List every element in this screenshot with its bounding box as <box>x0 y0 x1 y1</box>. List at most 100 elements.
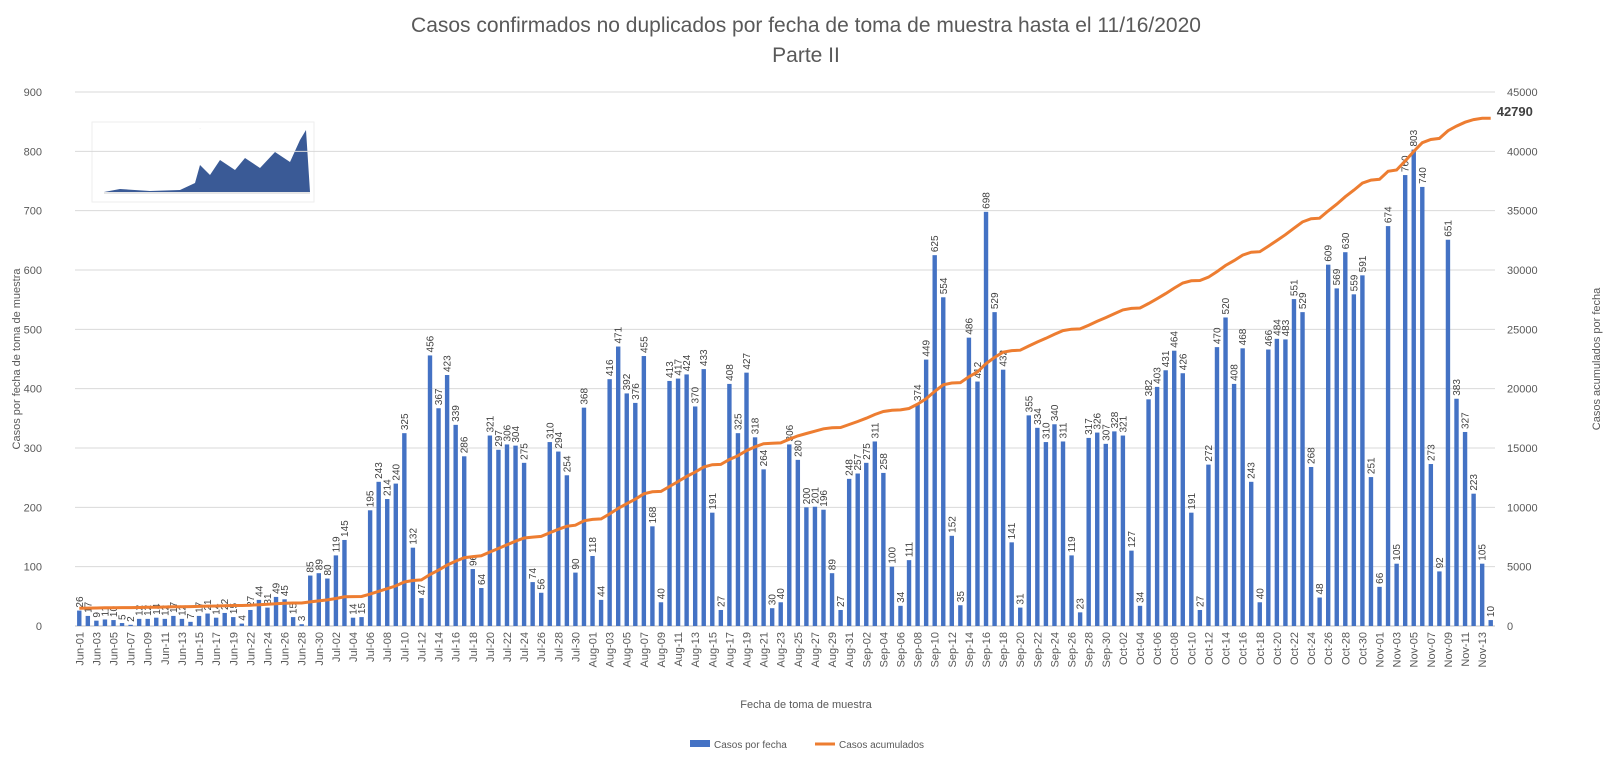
x-tick-label: Aug-15 <box>707 632 719 667</box>
y-tick-label: 500 <box>24 324 42 336</box>
y2-tick-label: 25000 <box>1507 324 1538 336</box>
data-label: 321 <box>485 415 496 432</box>
bar <box>1035 427 1040 626</box>
bar <box>444 375 450 626</box>
bar <box>162 618 168 626</box>
bar <box>1129 550 1134 626</box>
bar <box>684 374 689 626</box>
x-tick-label: Nov-07 <box>1426 632 1438 667</box>
data-label: 272 <box>1204 444 1215 461</box>
data-label: 760 <box>1401 155 1412 172</box>
data-label: 10 <box>109 606 120 618</box>
x-tick-label: Jun-22 <box>245 632 257 666</box>
data-label: 27 <box>836 595 847 607</box>
bar <box>667 380 672 626</box>
data-label: 486 <box>964 318 975 335</box>
bar <box>128 624 133 626</box>
data-label: 11 <box>100 606 111 617</box>
data-label: 468 <box>1238 328 1249 345</box>
data-label: 5 <box>118 614 129 620</box>
data-label: 141 <box>1007 522 1018 539</box>
data-label: 408 <box>1230 364 1241 381</box>
data-label: 49 <box>272 582 283 594</box>
data-label: 591 <box>1358 255 1369 272</box>
data-label: 92 <box>1435 557 1446 569</box>
x-tick-label: Jun-03 <box>91 632 103 666</box>
bar <box>333 555 339 626</box>
bar <box>829 573 835 626</box>
bar <box>641 356 647 626</box>
bar <box>102 619 108 626</box>
bar <box>1223 317 1228 626</box>
bar <box>453 424 458 626</box>
data-label: 132 <box>408 528 419 545</box>
x-tick-label: Aug-21 <box>759 632 771 667</box>
data-label: 74 <box>528 568 539 580</box>
bar <box>299 624 304 626</box>
bar <box>265 607 270 626</box>
bar <box>1146 399 1151 626</box>
bar <box>727 383 732 626</box>
x-tick-label: Aug-31 <box>844 632 856 667</box>
x-tick-label: Aug-07 <box>639 632 651 667</box>
inset-image: . <box>91 121 315 203</box>
data-label: 100 <box>887 547 898 564</box>
bar <box>1257 602 1262 626</box>
x-tick-label: Oct-20 <box>1272 632 1284 665</box>
data-label: 240 <box>391 463 402 480</box>
bar <box>1266 349 1271 626</box>
bar <box>1471 493 1476 626</box>
data-label: 529 <box>990 292 1001 309</box>
x-tick-label: Oct-26 <box>1323 632 1335 665</box>
data-label: 40 <box>1255 588 1266 600</box>
bar <box>710 512 715 626</box>
bar <box>1000 369 1006 626</box>
bar <box>735 433 741 626</box>
data-label: 310 <box>1041 422 1052 439</box>
x-tick-label: Aug-27 <box>810 632 822 667</box>
data-label: 191 <box>1187 493 1198 510</box>
data-label: 383 <box>1452 379 1463 396</box>
y-axis-title: Casos por fecha de toma de muestra <box>11 268 23 450</box>
data-label: 803 <box>1409 129 1420 146</box>
data-label: 195 <box>366 490 377 507</box>
data-label: 326 <box>1093 412 1104 429</box>
data-label: 15 <box>357 603 368 615</box>
data-label: 251 <box>1366 457 1377 474</box>
data-label: 31 <box>1016 593 1027 605</box>
bar <box>1454 398 1459 626</box>
bar <box>949 535 955 626</box>
x-tick-label: Jul-08 <box>382 632 394 662</box>
data-label: 310 <box>545 422 556 439</box>
data-label: 257 <box>853 453 864 470</box>
bar <box>385 499 390 626</box>
bar <box>1437 571 1442 626</box>
data-label: 22 <box>220 598 231 610</box>
data-label: 275 <box>862 443 873 460</box>
x-tick-label: Jun-24 <box>262 632 274 666</box>
x-tick-label: Nov-05 <box>1409 632 1421 667</box>
bar <box>342 539 347 626</box>
x-tick-label: Jul-16 <box>451 632 463 662</box>
x-tick-label: Jun-13 <box>177 632 189 666</box>
bar <box>1325 264 1331 626</box>
bar <box>487 435 493 626</box>
x-tick-label: Jul-20 <box>485 632 497 662</box>
y-tick-label: 800 <box>24 146 42 158</box>
data-label: 306 <box>785 424 796 441</box>
data-label: 15 <box>229 603 240 615</box>
data-label: 456 <box>426 335 437 352</box>
data-label: 307 <box>1101 424 1112 441</box>
x-tick-label: Oct-24 <box>1306 632 1318 665</box>
data-label: 413 <box>665 361 676 378</box>
data-label: 243 <box>1247 462 1258 479</box>
data-label: 325 <box>400 413 411 430</box>
bar <box>1009 542 1014 626</box>
data-label: 90 <box>571 558 582 570</box>
bar <box>778 602 783 626</box>
data-label: 651 <box>1443 220 1454 237</box>
data-label: 105 <box>1392 544 1403 561</box>
bar <box>179 618 185 626</box>
bar <box>1137 605 1143 626</box>
x-tick-label: Sep-28 <box>1084 632 1096 667</box>
